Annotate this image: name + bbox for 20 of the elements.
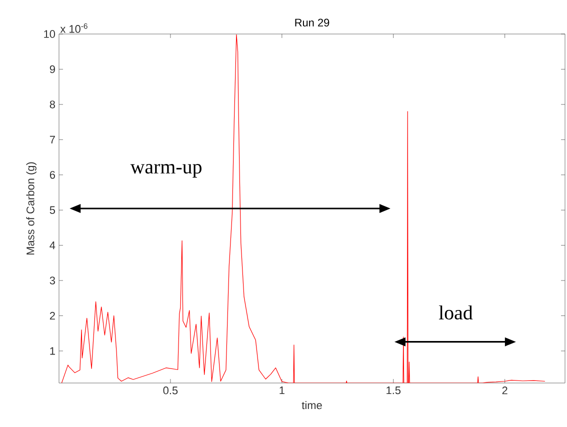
x-tick-label: 2 bbox=[502, 386, 508, 394]
x-tick-label: 1 bbox=[280, 386, 284, 394]
y-tick-label: 6 bbox=[50, 171, 55, 179]
y-tick-label: 9 bbox=[50, 65, 55, 74]
x-tick-label: 0.5 bbox=[163, 386, 178, 394]
y-tick-label: 5 bbox=[50, 206, 56, 214]
y-tick-label: 2 bbox=[50, 312, 55, 320]
y-tick-label: 8 bbox=[50, 100, 55, 108]
y-tick-label: 10 bbox=[44, 30, 56, 38]
y-tick-label: 3 bbox=[50, 276, 55, 284]
y-tick-label: 1 bbox=[50, 347, 55, 355]
x-axis-title: time bbox=[302, 401, 322, 410]
text: x 10$^{-6}$ bbox=[60, 23, 88, 33]
annotation: load bbox=[438, 305, 473, 320]
y-tick-label: 7 bbox=[50, 136, 55, 144]
y-tick-label: 4 bbox=[50, 242, 56, 250]
annotation: warm-up bbox=[130, 164, 202, 178]
chart-title: Run 29 bbox=[295, 18, 330, 27]
y-axis-title: Mass of Carbon (g) bbox=[26, 162, 36, 254]
x-tick-label: 1.5 bbox=[386, 386, 401, 394]
